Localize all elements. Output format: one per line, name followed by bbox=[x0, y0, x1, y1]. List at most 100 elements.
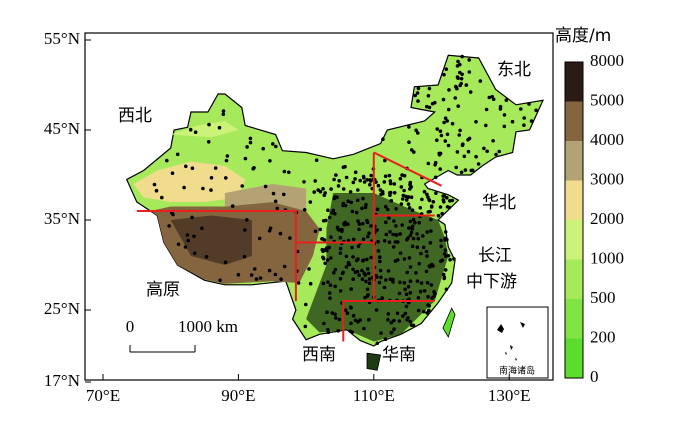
station bbox=[398, 176, 403, 181]
station bbox=[378, 255, 382, 259]
colorbar-band bbox=[565, 299, 583, 339]
station bbox=[243, 228, 247, 232]
station bbox=[200, 226, 204, 231]
station bbox=[360, 277, 365, 282]
station bbox=[360, 268, 364, 273]
station bbox=[242, 254, 247, 259]
region-label: 高原 bbox=[146, 280, 180, 300]
station bbox=[367, 277, 372, 281]
station bbox=[364, 279, 368, 284]
station bbox=[409, 230, 414, 235]
station bbox=[375, 207, 380, 212]
station bbox=[510, 119, 515, 124]
station bbox=[167, 224, 171, 228]
colorbar-band bbox=[565, 338, 583, 378]
station bbox=[349, 306, 353, 310]
station bbox=[335, 195, 339, 200]
station bbox=[361, 259, 365, 263]
station bbox=[441, 198, 446, 202]
station bbox=[418, 289, 423, 294]
station bbox=[330, 311, 335, 315]
station bbox=[392, 318, 396, 323]
station bbox=[207, 122, 211, 127]
station bbox=[443, 268, 448, 272]
station bbox=[321, 187, 325, 191]
station bbox=[365, 287, 370, 292]
station bbox=[384, 220, 388, 225]
station bbox=[405, 270, 410, 275]
station bbox=[466, 138, 470, 142]
station bbox=[406, 202, 411, 206]
lat-label: 45°N bbox=[44, 119, 80, 138]
station bbox=[392, 191, 397, 195]
station bbox=[252, 166, 256, 170]
plateau-rim bbox=[224, 184, 307, 211]
station bbox=[192, 234, 196, 239]
station bbox=[435, 138, 439, 142]
lon-label: 110°E bbox=[353, 386, 395, 405]
basin bbox=[133, 161, 246, 202]
station bbox=[450, 121, 455, 126]
station bbox=[338, 236, 343, 240]
region-borders bbox=[136, 151, 442, 342]
station bbox=[405, 238, 409, 242]
station bbox=[354, 258, 359, 263]
station bbox=[402, 173, 407, 178]
lon-label: 70°E bbox=[86, 386, 120, 405]
station bbox=[438, 167, 443, 171]
station bbox=[316, 188, 321, 192]
station bbox=[217, 125, 222, 130]
station bbox=[382, 239, 387, 243]
station bbox=[329, 187, 333, 191]
station bbox=[344, 265, 349, 269]
station bbox=[458, 128, 462, 133]
station bbox=[374, 273, 378, 278]
station bbox=[384, 232, 389, 237]
station bbox=[429, 283, 434, 287]
station bbox=[404, 194, 408, 199]
station bbox=[343, 164, 347, 169]
station bbox=[367, 231, 371, 235]
station bbox=[338, 289, 343, 293]
station bbox=[326, 280, 330, 284]
station bbox=[420, 197, 424, 202]
station bbox=[416, 236, 421, 241]
station bbox=[361, 174, 366, 179]
station bbox=[426, 294, 430, 299]
station bbox=[502, 124, 507, 129]
station bbox=[484, 107, 489, 112]
station bbox=[454, 165, 459, 170]
station bbox=[411, 217, 416, 222]
station bbox=[343, 308, 348, 312]
station bbox=[457, 133, 462, 137]
station bbox=[421, 234, 425, 238]
station bbox=[464, 83, 469, 87]
station bbox=[427, 105, 432, 110]
station bbox=[383, 174, 388, 178]
station bbox=[254, 277, 259, 281]
basin bbox=[170, 121, 239, 138]
station bbox=[502, 113, 507, 117]
station bbox=[333, 312, 337, 317]
station bbox=[426, 303, 430, 307]
station bbox=[346, 199, 351, 203]
station bbox=[402, 188, 406, 193]
colorbar-label: 1000 bbox=[590, 248, 624, 267]
station bbox=[395, 240, 400, 244]
station bbox=[424, 249, 429, 254]
station bbox=[386, 269, 391, 273]
station bbox=[362, 271, 367, 276]
colorbar-label: 8000 bbox=[590, 51, 624, 70]
station bbox=[288, 236, 292, 240]
station bbox=[353, 177, 357, 181]
station bbox=[365, 257, 369, 262]
station bbox=[365, 220, 370, 225]
station bbox=[402, 257, 407, 261]
station bbox=[344, 175, 349, 180]
station bbox=[415, 232, 419, 236]
station bbox=[381, 191, 385, 196]
station bbox=[328, 283, 333, 288]
station bbox=[428, 241, 433, 245]
station bbox=[379, 275, 383, 280]
